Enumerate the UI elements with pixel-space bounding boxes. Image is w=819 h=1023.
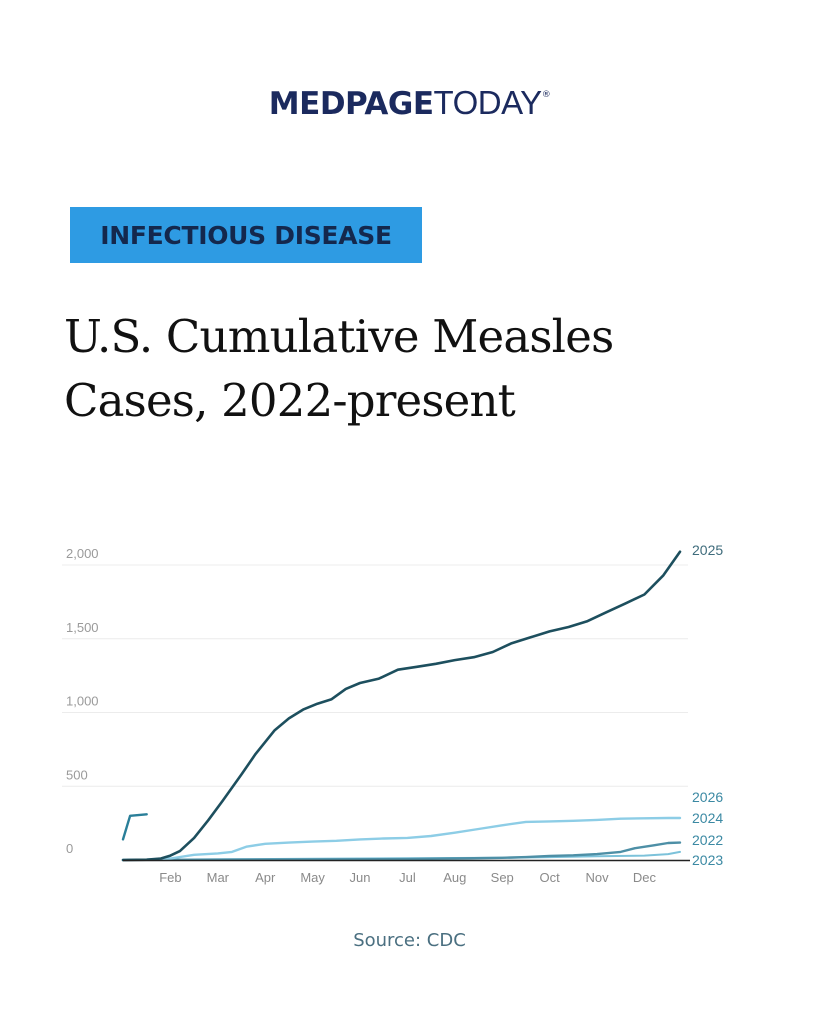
y-tick-label: 0	[66, 841, 73, 856]
medpage-today-logo: MEDPAGETODAY®	[0, 84, 819, 122]
x-tick-label: Jun	[350, 870, 371, 885]
x-tick-label: Dec	[633, 870, 657, 885]
headline: U.S. Cumulative Measles Cases, 2022-pres…	[64, 305, 764, 433]
headline-line-1: U.S. Cumulative Measles	[64, 310, 614, 363]
source-note: Source: CDC	[353, 930, 466, 951]
y-tick-label: 1,000	[66, 694, 99, 709]
series-line-2024	[121, 816, 682, 862]
series-label-2023: 2023	[692, 852, 723, 868]
series-label-2026: 2026	[692, 789, 723, 805]
x-tick-label: Sep	[491, 870, 514, 885]
x-tick-label: Aug	[443, 870, 466, 885]
measles-chart: 0 500 1,000 1,500 2,000 Feb Mar Apr May Jun Jul Aug…	[0, 520, 819, 910]
chart-svg: 0 500 1,000 1,500 2,000 Feb Mar Apr May Jun Jul Aug…	[62, 542, 723, 885]
x-tick-label: Jul	[399, 870, 416, 885]
x-tick-label: Nov	[585, 870, 609, 885]
headline-line-2: Cases, 2022-present	[64, 374, 516, 427]
x-tick-label: Apr	[255, 870, 276, 885]
x-tick-label: Oct	[540, 870, 561, 885]
x-tick-label: Mar	[207, 870, 230, 885]
category-tag-label: INFECTIOUS DISEASE	[100, 220, 392, 250]
series-line-2026	[121, 813, 148, 841]
logo-bold-text: MEDPAGE	[268, 86, 434, 122]
series-label-2022: 2022	[692, 832, 723, 848]
series-label-2025: 2025	[692, 542, 723, 558]
category-tag: INFECTIOUS DISEASE	[70, 207, 422, 263]
registered-mark: ®	[541, 89, 551, 100]
logo-light-text: TODAY	[433, 84, 543, 121]
series-line-2025	[121, 550, 682, 862]
x-tick-label: Feb	[159, 870, 181, 885]
series-label-2024: 2024	[692, 810, 723, 826]
y-tick-label: 2,000	[66, 546, 99, 561]
y-tick-label: 1,500	[66, 620, 99, 635]
series-line-2022	[121, 841, 682, 862]
x-tick-label: May	[300, 870, 325, 885]
y-tick-label: 500	[66, 767, 88, 782]
